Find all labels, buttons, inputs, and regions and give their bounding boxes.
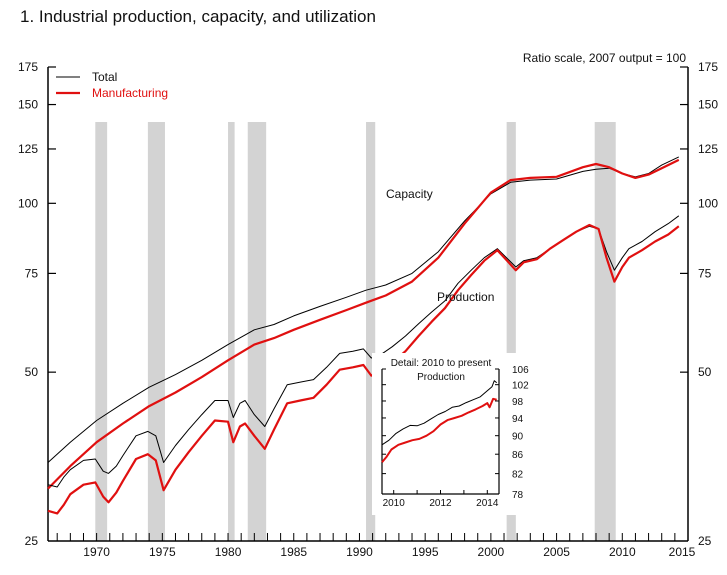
inset-x-tick-label: 2014 bbox=[476, 498, 499, 509]
series-group bbox=[47, 156, 680, 515]
chart-title: 1. Industrial production, capacity, and … bbox=[20, 7, 376, 26]
inset-chart: Detail: 2010 to present Production 78 82 8… bbox=[372, 353, 552, 515]
x-tick-label: 2005 bbox=[543, 545, 570, 559]
inset-y-tick-label: 78 bbox=[512, 490, 524, 501]
y-tick-label-right: 125 bbox=[698, 142, 718, 156]
inset-series-line-manufacturing bbox=[381, 397, 497, 463]
recession-band bbox=[506, 122, 516, 541]
x-tick-label: 1975 bbox=[149, 545, 176, 559]
x-tick-label: 2010 bbox=[609, 545, 636, 559]
inset-subtitle: Production bbox=[417, 372, 465, 383]
y-tick-label-left: 50 bbox=[25, 365, 39, 379]
annotation-capacity: Capacity bbox=[386, 187, 433, 201]
y-tick-label-left: 100 bbox=[18, 196, 38, 210]
recession-bands bbox=[95, 122, 616, 541]
y-tick-label-right: 150 bbox=[698, 98, 718, 112]
x-tick-label: 2015 bbox=[669, 545, 696, 559]
inset-y-tick-label: 98 bbox=[512, 397, 524, 408]
inset-y-tick-label: 90 bbox=[512, 432, 524, 443]
recession-band bbox=[594, 122, 616, 541]
series-line-capacity-manufacturing bbox=[47, 158, 680, 490]
inset-y-tick-label: 102 bbox=[512, 381, 529, 392]
inset-axes: 78 82 86 90 94 98 102 106 2010 2012 2014 bbox=[381, 365, 529, 509]
recession-band bbox=[247, 122, 267, 541]
inset-y-tick-label: 86 bbox=[512, 450, 524, 461]
inset-y-tick-label: 106 bbox=[512, 365, 529, 376]
recession-band bbox=[366, 122, 376, 541]
inset-series-group bbox=[381, 380, 498, 463]
y-tick-label-left: 75 bbox=[25, 266, 39, 280]
x-tick-label: 1970 bbox=[83, 545, 110, 559]
inset-y-tick-label: 94 bbox=[512, 414, 524, 425]
y-tick-label-right: 25 bbox=[698, 534, 712, 548]
x-tick-label: 1980 bbox=[215, 545, 242, 559]
inset-background bbox=[372, 353, 552, 515]
y-tick-label-right: 50 bbox=[698, 365, 712, 379]
y-tick-label-left: 125 bbox=[18, 142, 38, 156]
series-line-production-manufacturing bbox=[47, 223, 680, 515]
y-tick-label-right: 100 bbox=[698, 196, 718, 210]
x-tick-label: 2000 bbox=[478, 545, 505, 559]
annotation-production: Production bbox=[437, 290, 494, 304]
y-tick-label-left: 150 bbox=[18, 98, 38, 112]
recession-band bbox=[228, 122, 235, 541]
series-line-production-total bbox=[47, 215, 680, 488]
inset-x-tick-label: 2012 bbox=[429, 498, 452, 509]
x-tick-label: 1990 bbox=[346, 545, 373, 559]
x-tick-label: 1995 bbox=[412, 545, 439, 559]
recession-band bbox=[147, 122, 165, 541]
inset-x-tick-label: 2010 bbox=[383, 498, 406, 509]
legend-label-manufacturing: Manufacturing bbox=[92, 86, 168, 100]
legend-label-total: Total bbox=[92, 70, 117, 84]
y-tick-label-left: 175 bbox=[18, 60, 38, 74]
x-tick-label: 1985 bbox=[280, 545, 307, 559]
inset-title: Detail: 2010 to present bbox=[391, 358, 492, 369]
inset-series-line-total bbox=[381, 380, 498, 446]
recession-band bbox=[95, 122, 108, 541]
y-tick-label-right: 175 bbox=[698, 60, 718, 74]
inset-y-tick-label: 82 bbox=[512, 470, 524, 481]
scale-note: Ratio scale, 2007 output = 100 bbox=[523, 51, 686, 65]
legend: Total Manufacturing bbox=[56, 70, 168, 100]
axes: 25 25 50 50 75 75 100 100 125 125 150 150 175 175 1970… bbox=[18, 60, 718, 559]
series-line-capacity-total bbox=[47, 156, 680, 463]
y-tick-label-right: 75 bbox=[698, 266, 712, 280]
y-tick-label-left: 25 bbox=[25, 534, 39, 548]
